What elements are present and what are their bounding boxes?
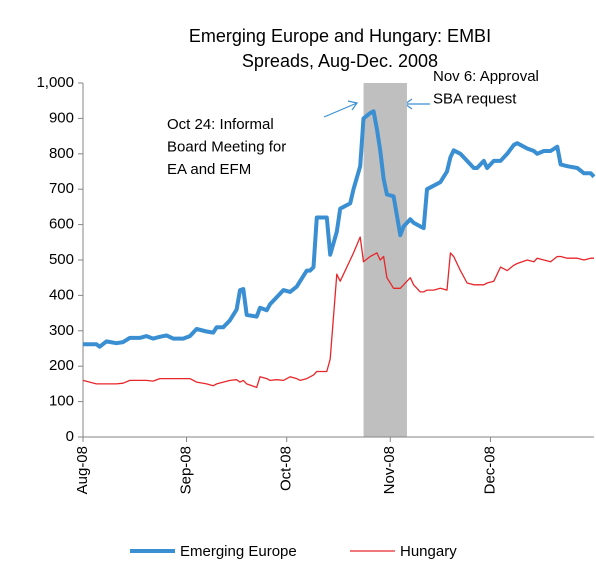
arrow — [323, 102, 358, 118]
annotation: Board Meeting for — [167, 138, 286, 155]
legend-label: Hungary — [400, 543, 457, 560]
chart-title: Spreads, Aug-Dec. 2008 — [242, 51, 438, 71]
y-tick-label: 0 — [66, 428, 74, 445]
x-tick-label: Sep-08 — [178, 446, 195, 494]
annotation: SBA request — [433, 90, 517, 107]
y-tick-label: 800 — [49, 145, 74, 162]
legend-label: Emerging Europe — [180, 543, 297, 560]
y-tick-label: 600 — [49, 216, 74, 233]
annotation: Oct 24: Informal — [167, 116, 274, 133]
y-tick-label: 700 — [49, 180, 74, 197]
y-tick-label: 500 — [49, 251, 74, 268]
y-tick-label: 300 — [49, 322, 74, 339]
x-tick-label: Aug-08 — [74, 446, 91, 494]
arrows — [323, 98, 430, 118]
arrow-head — [347, 100, 359, 111]
y-tick-label: 1,000 — [36, 74, 74, 91]
series-line — [82, 236, 594, 389]
x-tick-label: Nov-08 — [381, 446, 398, 494]
series-line — [83, 109, 596, 349]
x-tick-label: Oct-08 — [278, 446, 295, 491]
x-tick-label: Dec-08 — [481, 446, 498, 494]
y-tick-label: 200 — [49, 357, 74, 374]
annotation: EA and EFM — [167, 161, 251, 178]
y-tick-label: 400 — [49, 286, 74, 303]
annotation: Nov 6: Approval — [433, 68, 539, 85]
chart-title: Emerging Europe and Hungary: EMBI — [189, 26, 491, 46]
y-tick-label: 900 — [49, 109, 74, 126]
y-tick-label: 100 — [49, 393, 74, 410]
shaded-span — [363, 83, 407, 437]
